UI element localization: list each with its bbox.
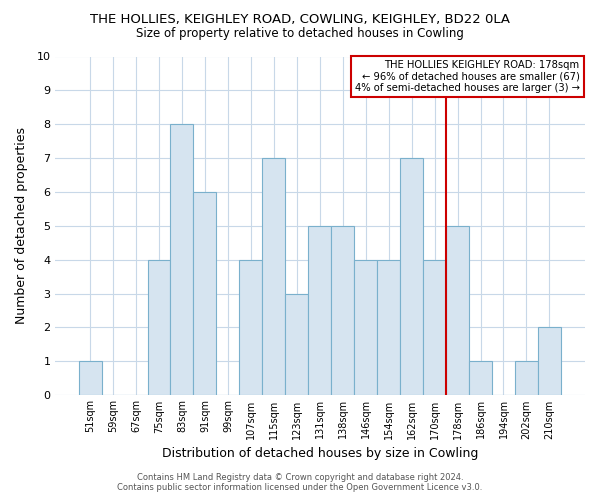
Bar (170, 124, 193, 395)
Bar (538, 328, 561, 395)
Bar (400, 158, 423, 395)
Bar (79, 362, 101, 395)
Bar (377, 260, 400, 395)
Bar (515, 362, 538, 395)
Text: Size of property relative to detached houses in Cowling: Size of property relative to detached ho… (136, 28, 464, 40)
Bar (446, 226, 469, 395)
Bar (262, 158, 286, 395)
Bar (331, 226, 354, 395)
Y-axis label: Number of detached properties: Number of detached properties (15, 128, 28, 324)
Bar (308, 226, 331, 395)
Text: THE HOLLIES, KEIGHLEY ROAD, COWLING, KEIGHLEY, BD22 0LA: THE HOLLIES, KEIGHLEY ROAD, COWLING, KEI… (90, 12, 510, 26)
X-axis label: Distribution of detached houses by size in Cowling: Distribution of detached houses by size … (161, 447, 478, 460)
Bar (423, 260, 446, 395)
Bar (354, 260, 377, 395)
Bar (286, 294, 308, 395)
Bar (193, 192, 217, 395)
Bar (148, 260, 170, 395)
Text: THE HOLLIES KEIGHLEY ROAD: 178sqm
← 96% of detached houses are smaller (67)
4% o: THE HOLLIES KEIGHLEY ROAD: 178sqm ← 96% … (355, 60, 580, 93)
Text: Contains HM Land Registry data © Crown copyright and database right 2024.
Contai: Contains HM Land Registry data © Crown c… (118, 473, 482, 492)
Bar (239, 260, 262, 395)
Bar (469, 362, 492, 395)
